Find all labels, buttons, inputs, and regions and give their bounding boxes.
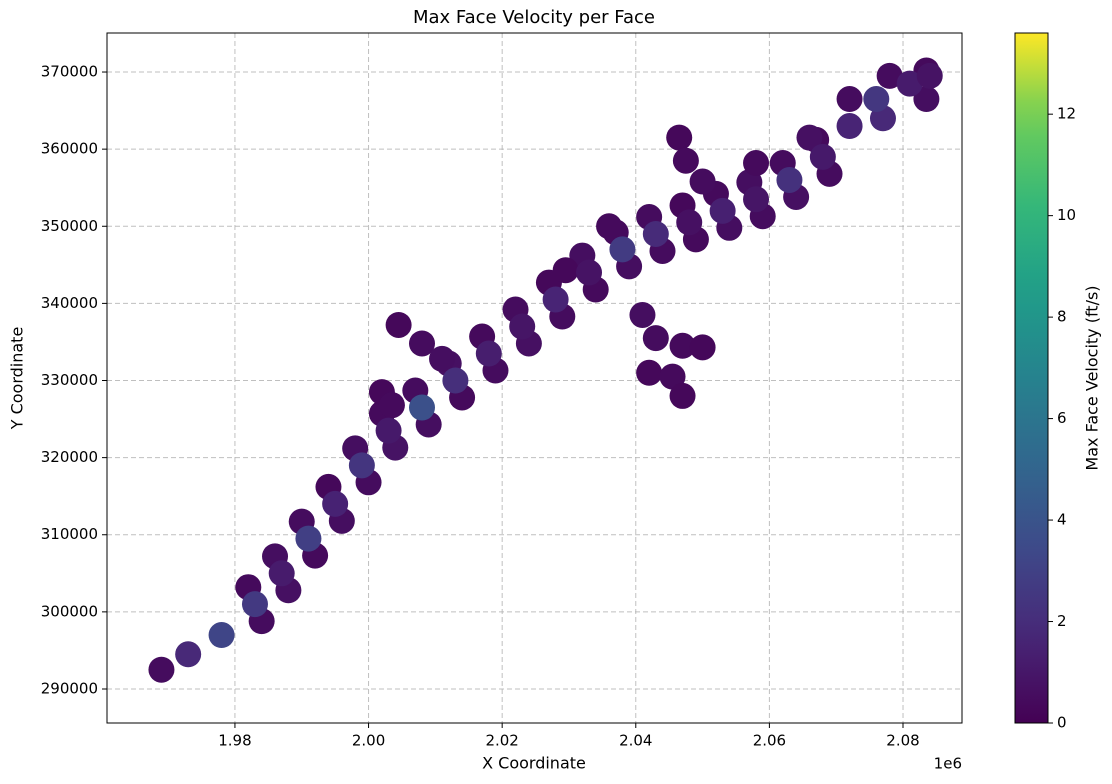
colorbar-tick-label: 4 (1057, 511, 1067, 529)
colorbar-tick-label: 6 (1057, 409, 1067, 427)
y-tick-label: 370000 (41, 63, 98, 81)
point (809, 143, 836, 170)
point (916, 62, 943, 89)
point (348, 452, 375, 479)
y-tick-label: 330000 (41, 371, 98, 389)
point (896, 70, 923, 97)
y-tick-label: 350000 (41, 217, 98, 235)
point (629, 301, 656, 328)
point (709, 197, 736, 224)
axes: 1.98 2.00 2.02 2.04 2.06 2.08 290000 300000 3100… (41, 32, 1076, 750)
point (659, 363, 686, 390)
y-tick-label: 290000 (41, 679, 98, 697)
point (836, 86, 863, 113)
point (385, 311, 412, 338)
point (743, 150, 770, 177)
point (743, 186, 770, 213)
point (636, 359, 663, 386)
x-axis-label: X Coordinate (482, 754, 586, 773)
point (408, 394, 435, 421)
point (609, 236, 636, 263)
point (669, 332, 696, 359)
point (295, 525, 322, 552)
point (552, 257, 579, 284)
point (322, 490, 349, 517)
y-axis-label: Y Coordinate (8, 327, 27, 431)
point (542, 286, 569, 313)
y-tick-label: 310000 (41, 525, 98, 543)
x-tick-label: 2.06 (753, 732, 786, 750)
point (796, 124, 823, 151)
colorbar (1014, 32, 1049, 724)
grid (107, 33, 962, 723)
chart-title: Max Face Velocity per Face (413, 7, 655, 28)
plot-frame (106, 32, 963, 724)
point (596, 213, 623, 240)
point (863, 86, 890, 113)
point (666, 124, 693, 151)
point (776, 166, 803, 193)
point (148, 656, 175, 683)
y-tick-label: 340000 (41, 294, 98, 312)
colorbar-label: Max Face Velocity (ft/s) (1083, 285, 1102, 470)
colorbar-tick-label: 8 (1057, 308, 1067, 326)
point (576, 259, 603, 286)
point (378, 392, 405, 419)
x-tick-label: 2.02 (485, 732, 518, 750)
point (208, 622, 235, 649)
point (669, 382, 696, 409)
colorbar-tick-label: 10 (1057, 206, 1076, 224)
point (676, 209, 703, 236)
point (175, 641, 202, 668)
point (642, 325, 669, 352)
point (475, 340, 502, 367)
point (836, 113, 863, 140)
point (913, 86, 940, 113)
x-tick-label: 2.04 (619, 732, 652, 750)
x-tick-label: 2.08 (886, 732, 919, 750)
y-tick-label: 360000 (41, 140, 98, 158)
colorbar-tick-label: 2 (1057, 612, 1067, 630)
x-tick-label: 1.98 (218, 732, 251, 750)
point (876, 62, 903, 89)
point (408, 330, 435, 357)
x-tick-label: 2.00 (352, 732, 385, 750)
x-offset-label: 1e6 (934, 755, 962, 773)
point (429, 345, 456, 372)
point (442, 367, 469, 394)
point (689, 334, 716, 361)
y-tick-label: 320000 (41, 448, 98, 466)
point (375, 417, 402, 444)
point (672, 147, 699, 174)
y-tick-label: 300000 (41, 602, 98, 620)
colorbar-tick-label: 0 (1057, 714, 1067, 732)
points (148, 57, 943, 683)
point (268, 560, 295, 587)
colorbar-tick-label: 12 (1057, 105, 1076, 123)
point (509, 313, 536, 340)
point (689, 168, 716, 195)
point (642, 220, 669, 247)
point (241, 591, 268, 618)
